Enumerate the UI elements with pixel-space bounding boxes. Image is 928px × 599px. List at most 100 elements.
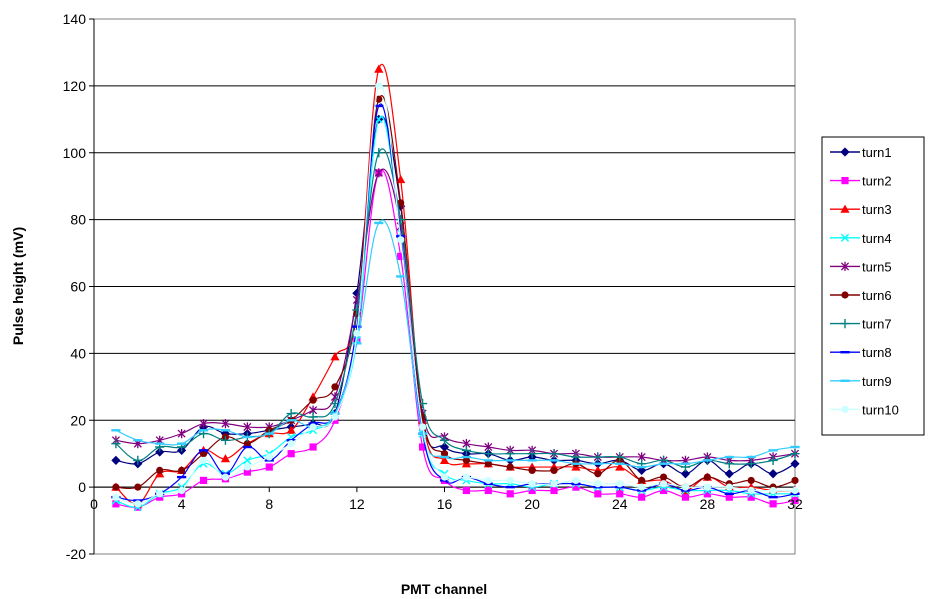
- point-turn7-29: [724, 459, 734, 469]
- legend-label-turn6: turn6: [862, 288, 892, 303]
- point-turn5-5: [199, 418, 208, 429]
- legend-marker-turn7: [840, 319, 850, 329]
- series-line-turn10: [115, 83, 795, 505]
- point-turn9-18: [483, 459, 493, 462]
- point-turn10-14: [397, 236, 405, 244]
- point-turn9-14: [396, 275, 406, 278]
- x-axis-title: PMT channel: [401, 581, 487, 597]
- point-turn7-22: [571, 452, 581, 462]
- point-turn10-8: [265, 453, 273, 461]
- point-turn2-28: [703, 490, 711, 498]
- point-turn9-17: [461, 455, 472, 459]
- legend-label-turn8: turn8: [862, 345, 892, 360]
- point-turn8-4: [177, 475, 187, 479]
- point-turn10-24: [616, 480, 624, 488]
- legend-marker-turn4: [840, 233, 850, 242]
- series-turn10: [112, 82, 799, 508]
- legend-label-turn9: turn9: [862, 374, 892, 389]
- point-turn10-11: [331, 413, 339, 421]
- point-turn9-3: [155, 442, 165, 445]
- point-turn9-15: [417, 432, 428, 435]
- point-turn6-20: [528, 466, 536, 475]
- legend-box: [821, 136, 925, 436]
- legend-label-turn3: turn3: [862, 202, 892, 217]
- point-turn7-31: [768, 455, 778, 465]
- point-turn6-30: [747, 476, 755, 485]
- y-tick-label-1: 0: [78, 479, 86, 495]
- point-turn9-7: [242, 435, 252, 439]
- point-turn7-24: [615, 452, 625, 462]
- x-tick-label-4: 16: [437, 496, 453, 512]
- legend-item-turn1: turn1: [830, 145, 892, 160]
- point-turn8-7: [242, 445, 252, 449]
- point-turn9-29: [724, 455, 734, 459]
- series-line-turn5: [115, 168, 796, 462]
- y-tick-label-6: 100: [63, 145, 87, 161]
- legend-marker-turn9: [840, 379, 850, 382]
- legend-item-turn4: turn4: [830, 231, 892, 246]
- point-turn9-2: [133, 439, 143, 442]
- point-turn3-13: [374, 64, 384, 73]
- point-turn10-17: [462, 473, 471, 481]
- point-turn9-32: [790, 445, 800, 449]
- point-turn8-19: [505, 485, 515, 489]
- point-turn10-13: [375, 82, 383, 90]
- point-turn9-27: [680, 462, 691, 465]
- point-turn6-19: [506, 463, 514, 471]
- point-turn2-30: [747, 493, 755, 501]
- y-tick-label-7: 120: [63, 78, 87, 94]
- x-tick-label-6: 24: [612, 496, 628, 512]
- point-turn1-32: [790, 459, 800, 469]
- point-turn7-9: [286, 408, 296, 419]
- point-turn1-1: [111, 455, 121, 465]
- point-turn2-7: [243, 468, 251, 476]
- point-turn8-5: [198, 449, 209, 452]
- point-turn2-26: [659, 486, 668, 495]
- point-turn9-20: [527, 459, 537, 462]
- point-turn5-4: [177, 429, 186, 439]
- series-line-turn7: [115, 148, 796, 468]
- point-turn10-9: [287, 440, 295, 448]
- point-turn10-28: [703, 483, 711, 491]
- legend-marker-turn5: [840, 261, 850, 271]
- point-turn10-20: [528, 480, 536, 488]
- x-tick-label-7: 28: [700, 496, 716, 512]
- point-turn4-7: [243, 456, 252, 465]
- point-turn3-9: [286, 425, 296, 434]
- point-turn10-3: [156, 490, 164, 498]
- point-turn10-27: [681, 483, 690, 491]
- x-tick-label-8: 32: [787, 496, 803, 512]
- point-turn5-6: [221, 418, 230, 429]
- series-line-turn4: [115, 115, 795, 508]
- x-tick-label-2: 8: [265, 496, 273, 512]
- point-turn2-8: [265, 463, 273, 471]
- x-tick-label-1: 4: [178, 496, 186, 512]
- point-turn6-1: [112, 483, 120, 491]
- point-turn6-14: [397, 199, 405, 207]
- point-turn8-12: [352, 325, 362, 328]
- point-turn1-31: [768, 469, 778, 479]
- point-turn9-1: [111, 429, 121, 432]
- point-turn7-13: [374, 148, 384, 158]
- point-turn8-31: [768, 495, 778, 499]
- point-turn1-29: [724, 469, 734, 479]
- point-turn9-21: [549, 459, 559, 462]
- point-turn6-21: [550, 466, 558, 475]
- legend-marker-turn3: [840, 204, 850, 213]
- point-turn9-26: [658, 462, 669, 465]
- point-turn2-15: [418, 443, 427, 451]
- point-turn10-19: [506, 476, 514, 485]
- series-group: [111, 63, 800, 512]
- point-turn3-11: [330, 352, 340, 361]
- point-turn10-15: [418, 423, 427, 431]
- point-turn2-5: [199, 476, 208, 485]
- point-turn7-21: [549, 449, 559, 459]
- point-turn1-3: [155, 447, 165, 457]
- point-turn2-25: [638, 493, 646, 501]
- legend-marker-turn8: [840, 351, 850, 354]
- legend-label-turn5: turn5: [862, 259, 892, 274]
- point-turn9-25: [637, 465, 647, 469]
- point-turn7-16: [439, 435, 450, 445]
- point-turn10-10: [309, 423, 317, 431]
- legend-label-turn4: turn4: [862, 231, 892, 246]
